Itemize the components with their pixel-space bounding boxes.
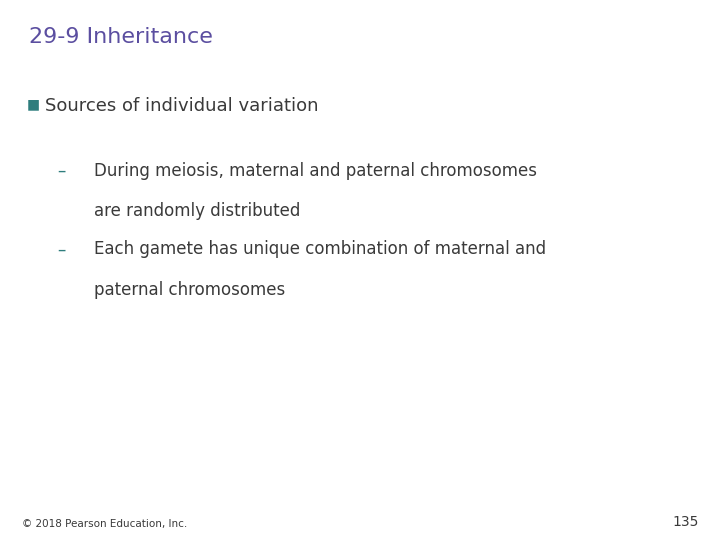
- Text: –: –: [58, 240, 66, 258]
- Text: 135: 135: [672, 515, 698, 529]
- Text: © 2018 Pearson Education, Inc.: © 2018 Pearson Education, Inc.: [22, 519, 187, 529]
- Text: –: –: [58, 162, 66, 180]
- Text: During meiosis, maternal and paternal chromosomes: During meiosis, maternal and paternal ch…: [94, 162, 536, 180]
- Text: paternal chromosomes: paternal chromosomes: [94, 281, 285, 299]
- Text: ■: ■: [27, 97, 40, 111]
- Text: Sources of individual variation: Sources of individual variation: [45, 97, 319, 115]
- Text: are randomly distributed: are randomly distributed: [94, 202, 300, 220]
- Text: 29-9 Inheritance: 29-9 Inheritance: [29, 27, 212, 47]
- Text: Each gamete has unique combination of maternal and: Each gamete has unique combination of ma…: [94, 240, 546, 258]
